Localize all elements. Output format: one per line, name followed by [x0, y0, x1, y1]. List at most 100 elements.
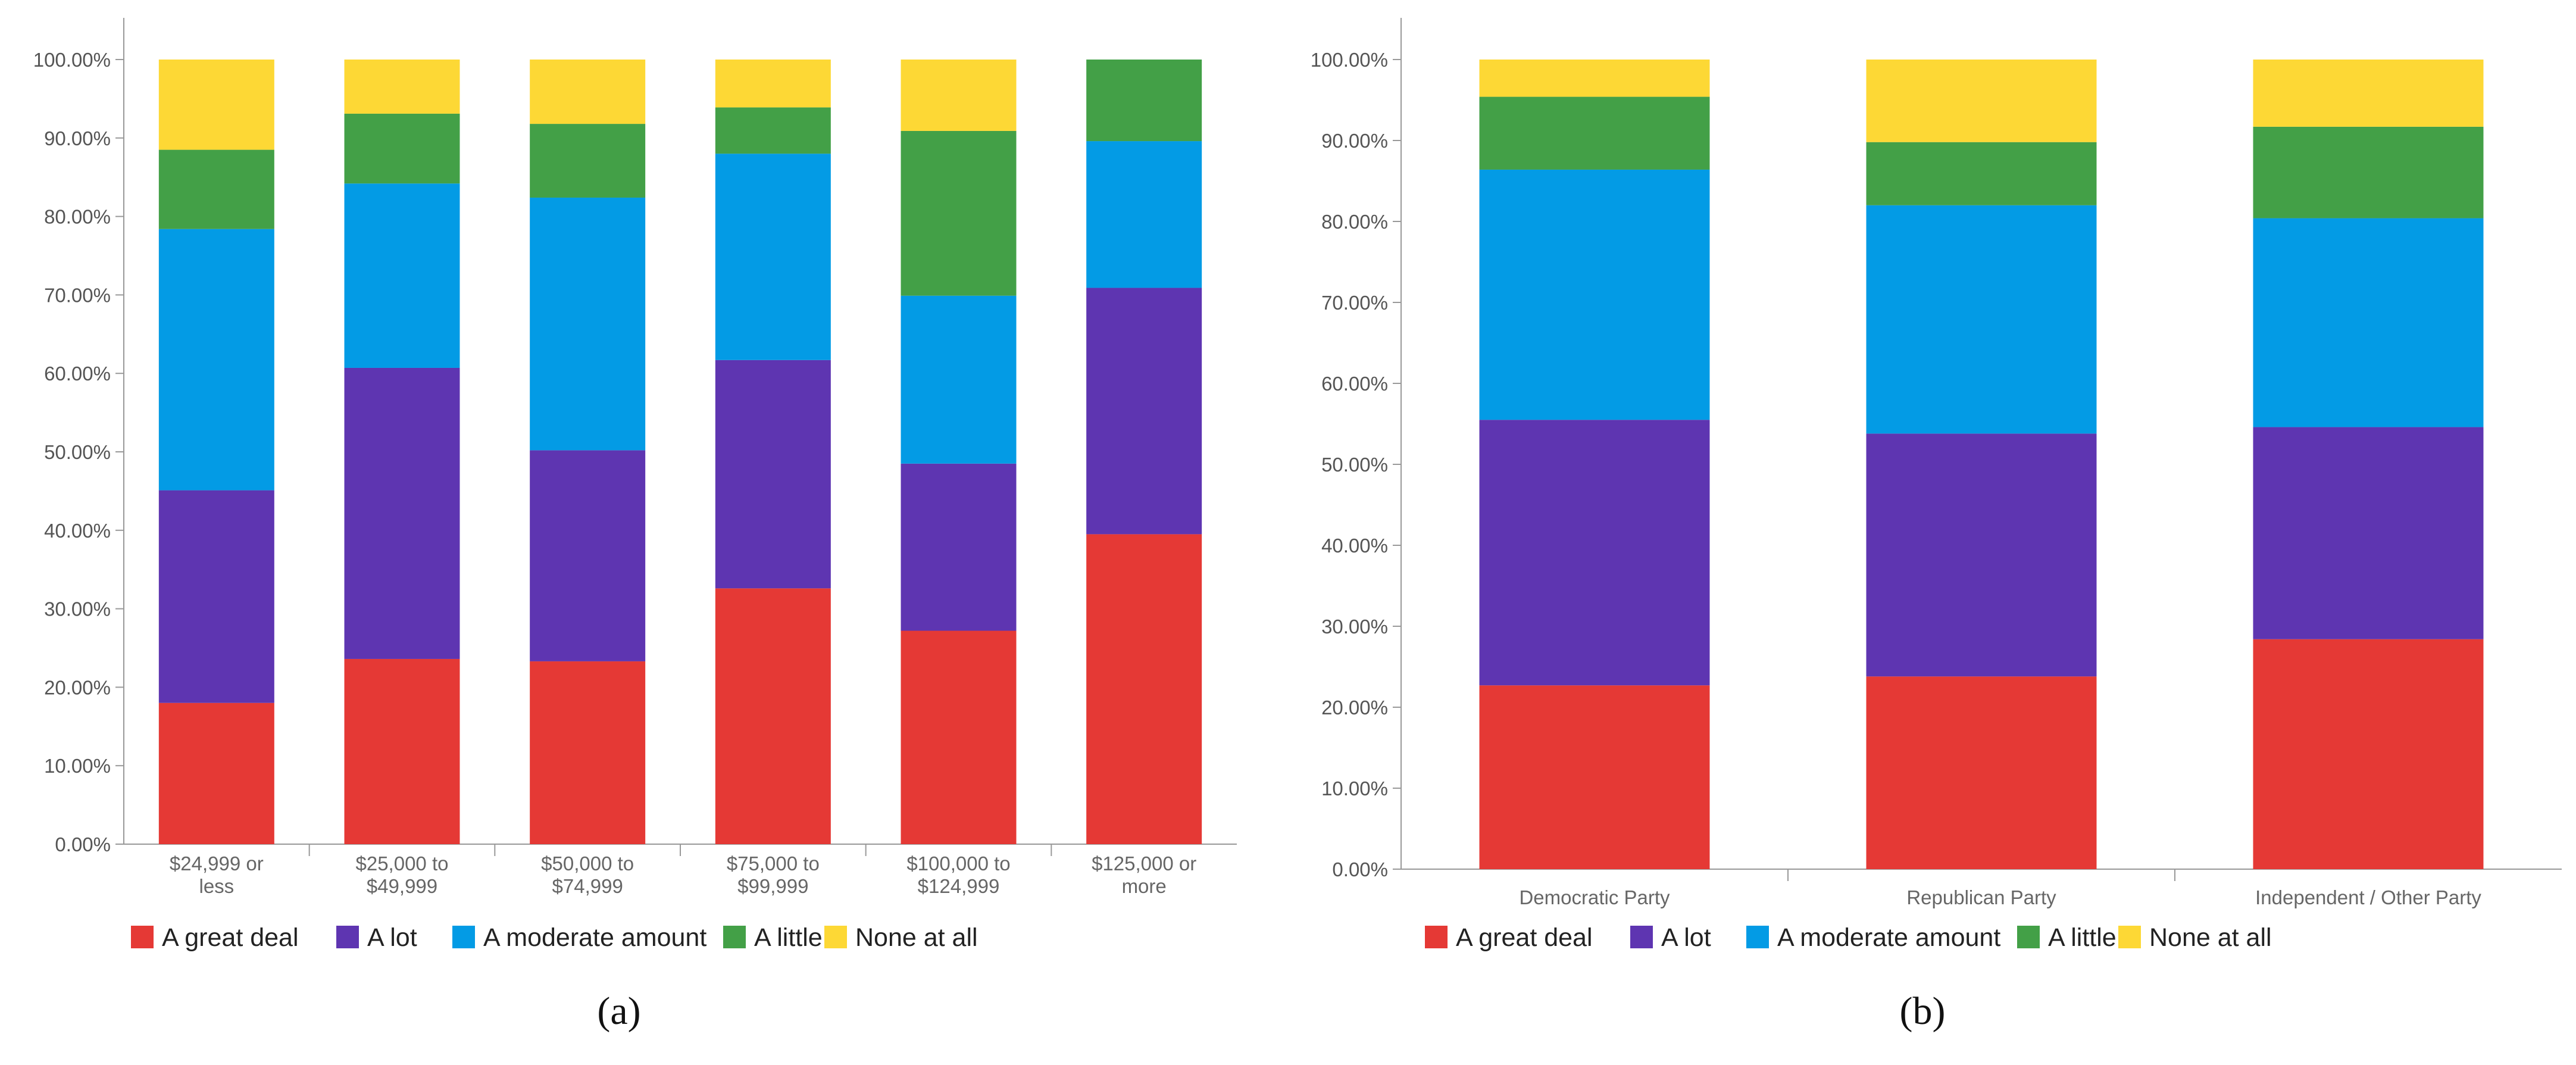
bar-segment-a-little	[344, 113, 460, 184]
bar-segment-none-at-all	[344, 60, 460, 114]
chart-a-y-tick-label: 30.00%	[44, 598, 111, 620]
chart-a-x-tick-label: $49,999	[367, 875, 437, 897]
bar-segment-a-great-deal	[1866, 676, 2097, 869]
bar-segment-a-little	[1479, 96, 1710, 170]
bar-segment-a-moderate-amount	[901, 295, 1017, 464]
legend-label-a-great-deal: A great deal	[1456, 923, 1593, 952]
chart-a-y-tick-label: 100.00%	[33, 49, 111, 71]
chart-panel-a: 0.00% 10.00% 20.00% 30.00% 40.00% 50.00% 60.00…	[0, 0, 1288, 1062]
legend-label-a-moderate-amount: A moderate amount	[1777, 923, 2000, 952]
chart-b-y-tick-label: 100.00%	[1311, 49, 1388, 71]
bar-segment-none-at-all	[901, 60, 1017, 131]
legend-label-a-great-deal: A great deal	[162, 923, 299, 952]
bar-segment-none-at-all	[1866, 60, 2097, 142]
chart-a-x-tick-label: $74,999	[552, 875, 623, 897]
chart-a-x-tick-label: less	[199, 875, 234, 897]
bar-segment-a-moderate-amount	[1479, 169, 1710, 420]
legend-label-a-lot: A lot	[367, 923, 417, 952]
chart-a-x-tick-label: $125,000 or	[1092, 852, 1196, 875]
chart-b-y-tick-label: 70.00%	[1321, 292, 1388, 314]
bar-segment-a-moderate-amount	[2253, 218, 2484, 427]
bar-segment-none-at-all	[158, 60, 274, 150]
chart-a-x-tick-label: $124,999	[918, 875, 1000, 897]
bar-segment-a-lot	[1479, 420, 1710, 686]
chart-panel-b: 0.00% 10.00% 20.00% 30.00% 40.00% 50.00% 60.00…	[1288, 0, 2576, 1062]
bar-segment-a-lot	[715, 360, 831, 589]
chart-a-x-tick-label: more	[1122, 875, 1167, 897]
bar-segment-a-great-deal	[344, 658, 460, 844]
chart-a-x-tick-label: $99,999	[737, 875, 808, 897]
bar-segment-a-moderate-amount	[715, 154, 831, 360]
panel-label-a: (a)	[597, 989, 640, 1033]
legend-swatch-a-little	[2017, 926, 2040, 948]
chart-a-x-tick-label: $75,000 to	[727, 852, 820, 875]
legend-swatch-a-little	[723, 926, 746, 948]
legend-swatch-a-lot	[1630, 926, 1653, 948]
legend-label-a-moderate-amount: A moderate amount	[483, 923, 706, 952]
bar-segment-a-lot	[1866, 433, 2097, 677]
chart-b-x-tick-label: Republican Party	[1906, 886, 2056, 908]
bar-segment-a-lot	[530, 450, 646, 661]
chart-b-y-tick-label: 90.00%	[1321, 130, 1388, 152]
bar-segment-a-little	[715, 107, 831, 154]
chart-b-y-tick-label: 60.00%	[1321, 373, 1388, 395]
bar-segment-a-moderate-amount	[158, 229, 274, 491]
bar-segment-a-little	[901, 130, 1017, 296]
bar-segment-a-great-deal	[158, 702, 274, 844]
legend-swatch-a-great-deal	[131, 926, 154, 948]
bar-segment-a-moderate-amount	[530, 197, 646, 451]
chart-a-y-tick-label: 70.00%	[44, 284, 111, 306]
chart-a-y-tick-label: 10.00%	[44, 755, 111, 777]
bar-segment-a-great-deal	[901, 630, 1017, 844]
chart-a-y-tick-label: 50.00%	[44, 441, 111, 463]
chart-a-x-tick-label: $50,000 to	[541, 852, 634, 875]
legend-label-a-lot: A lot	[1661, 923, 1711, 952]
bar-segment-none-at-all	[1479, 60, 1710, 97]
bar-segment-a-great-deal	[715, 588, 831, 844]
chart-b-y-tick-label: 20.00%	[1321, 697, 1388, 719]
legend-label-none-at-all: None at all	[855, 923, 978, 952]
legend-swatch-a-moderate-amount	[1746, 926, 1769, 948]
chart-a-x-tick-label: $100,000 to	[906, 852, 1010, 875]
bar-segment-a-lot	[1086, 288, 1202, 535]
chart-b-y-tick-label: 0.00%	[1332, 858, 1388, 880]
chart-b-y-tick-label: 30.00%	[1321, 616, 1388, 638]
panel-label-b: (b)	[1900, 989, 1946, 1033]
chart-b-x-tick-label: Democratic Party	[1519, 886, 1670, 908]
bar-segment-a-moderate-amount	[344, 183, 460, 368]
legend-swatch-a-moderate-amount	[452, 926, 475, 948]
chart-b-y-tick-label: 80.00%	[1321, 211, 1388, 233]
legend-label-a-little: A little	[754, 923, 823, 952]
bar-segment-none-at-all	[715, 60, 831, 108]
chart-a-svg: 0.00% 10.00% 20.00% 30.00% 40.00% 50.00% 60.00…	[33, 18, 1237, 1033]
bar-segment-a-moderate-amount	[1086, 141, 1202, 288]
chart-b-svg: 0.00% 10.00% 20.00% 30.00% 40.00% 50.00% 60.00…	[1311, 18, 2562, 1033]
chart-a-y-tick-label: 40.00%	[44, 520, 111, 542]
chart-a-y-tick-label: 90.00%	[44, 127, 111, 149]
bar-segment-a-great-deal	[1086, 534, 1202, 844]
bar-segment-none-at-all	[2253, 60, 2484, 127]
legend-swatch-a-lot	[336, 926, 359, 948]
bar-segment-a-lot	[2253, 427, 2484, 639]
bar-segment-a-little	[158, 149, 274, 229]
chart-a-y-tick-label: 60.00%	[44, 363, 111, 385]
chart-a-y-tick-label: 20.00%	[44, 676, 111, 698]
bar-segment-a-little	[1866, 142, 2097, 205]
chart-a-x-tick-label: $24,999 or	[170, 852, 264, 875]
legend-label-none-at-all: None at all	[2149, 923, 2272, 952]
bar-segment-a-lot	[158, 490, 274, 703]
bar-segment-a-great-deal	[1479, 685, 1710, 869]
legend-swatch-none-at-all	[2118, 926, 2141, 948]
bar-segment-a-great-deal	[530, 661, 646, 844]
chart-b-y-tick-label: 50.00%	[1321, 454, 1388, 476]
bar-segment-none-at-all	[530, 60, 646, 124]
chart-b-y-tick-label: 10.00%	[1321, 777, 1388, 799]
chart-a-y-tick-label: 80.00%	[44, 206, 111, 228]
bar-segment-a-little	[2253, 126, 2484, 218]
bar-segment-a-moderate-amount	[1866, 205, 2097, 434]
bar-segment-a-lot	[344, 367, 460, 659]
chart-b-x-tick-label: Independent / Other Party	[2255, 886, 2481, 908]
chart-a-y-tick-label: 0.00%	[55, 833, 111, 855]
legend-label-a-little: A little	[2048, 923, 2117, 952]
chart-b-y-tick-label: 40.00%	[1321, 535, 1388, 557]
